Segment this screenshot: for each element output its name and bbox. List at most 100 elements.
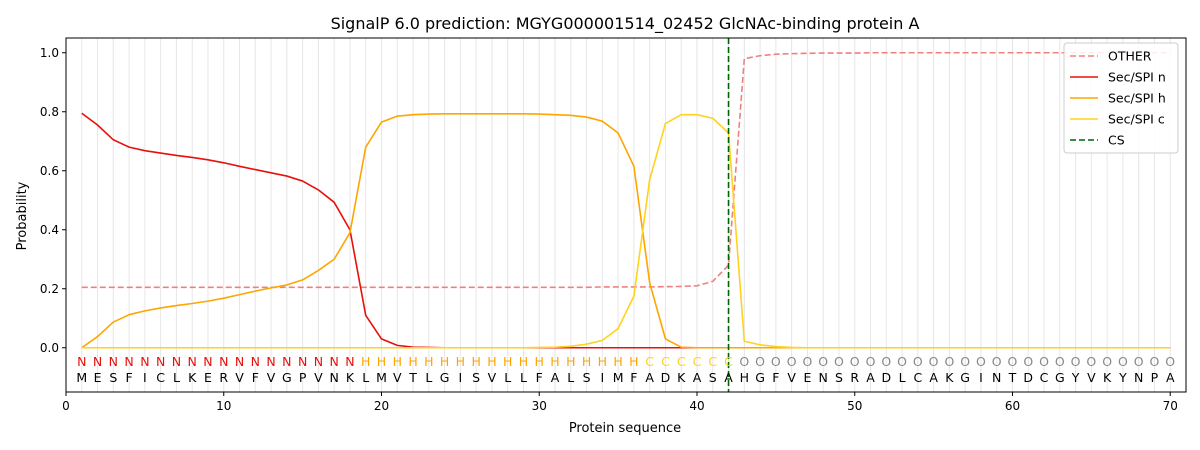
residue-label: E	[803, 370, 811, 385]
region-label: N	[345, 354, 354, 369]
region-label: H	[361, 354, 370, 369]
region-label: H	[503, 354, 512, 369]
residue-label: A	[866, 370, 875, 385]
residue-label: T	[408, 370, 417, 385]
region-label: O	[1023, 354, 1033, 369]
residue-label: G	[282, 370, 292, 385]
y-axis-label: Probability	[15, 181, 30, 250]
residue-label: N	[992, 370, 1001, 385]
residue-label: S	[835, 370, 843, 385]
x-tick-label: 40	[689, 399, 704, 413]
region-label: O	[755, 354, 765, 369]
region-label: O	[850, 354, 860, 369]
region-label: O	[944, 354, 954, 369]
residue-label: R	[850, 370, 859, 385]
residue-label: E	[94, 370, 102, 385]
y-tick-label: 0.0	[40, 341, 59, 355]
region-label: H	[471, 354, 480, 369]
residue-label: D	[661, 370, 671, 385]
residue-label: S	[709, 370, 717, 385]
region-label: H	[424, 354, 433, 369]
residue-label: K	[188, 370, 197, 385]
region-label: N	[282, 354, 291, 369]
region-label: O	[897, 354, 907, 369]
residue-label: F	[772, 370, 779, 385]
region-label: O	[1118, 354, 1128, 369]
residue-label: L	[504, 370, 511, 385]
region-label: O	[1039, 354, 1049, 369]
sequence-labels: NMNENSNFNINCNLNKNENRNVNFNVNGNPNVNNNKHLHM…	[76, 354, 1175, 385]
residue-label: C	[913, 370, 922, 385]
residue-label: N	[329, 370, 338, 385]
x-tick-label: 30	[532, 399, 547, 413]
residue-label: A	[645, 370, 654, 385]
region-label: N	[329, 354, 338, 369]
region-label: H	[550, 354, 559, 369]
region-label: N	[172, 354, 181, 369]
residue-label: S	[109, 370, 117, 385]
legend: OTHER Sec/SPI n Sec/SPI h Sec/SPI c CS	[1063, 42, 1179, 154]
region-label: O	[929, 354, 939, 369]
region-label: C	[724, 354, 733, 369]
region-label: N	[298, 354, 307, 369]
residue-label: S	[472, 370, 480, 385]
region-label: N	[156, 354, 165, 369]
legend-box	[1063, 42, 1179, 154]
residue-label: A	[724, 370, 733, 385]
region-label: N	[140, 354, 149, 369]
residue-label: V	[267, 370, 276, 385]
residue-label: L	[899, 370, 906, 385]
region-label: H	[613, 354, 622, 369]
region-label: O	[818, 354, 828, 369]
residue-label: P	[299, 370, 307, 385]
residue-label: R	[219, 370, 228, 385]
residue-label: V	[787, 370, 796, 385]
residue-label: F	[125, 370, 132, 385]
region-label: C	[645, 354, 654, 369]
region-label: O	[1134, 354, 1144, 369]
region-label: N	[203, 354, 212, 369]
residue-label: V	[1087, 370, 1096, 385]
residue-label: A	[693, 370, 702, 385]
region-label: O	[739, 354, 749, 369]
x-tick-label: 70	[1163, 399, 1178, 413]
residue-label: A	[1166, 370, 1175, 385]
residue-label: P	[1151, 370, 1159, 385]
residue-label: F	[536, 370, 543, 385]
residue-label: M	[76, 370, 87, 385]
region-label: O	[1165, 354, 1175, 369]
region-label: C	[661, 354, 670, 369]
residue-label: N	[1134, 370, 1143, 385]
residue-label: V	[235, 370, 244, 385]
residue-label: L	[173, 370, 180, 385]
region-label: H	[582, 354, 591, 369]
residue-label: K	[945, 370, 954, 385]
residue-label: A	[929, 370, 938, 385]
region-label: O	[802, 354, 812, 369]
residue-label: L	[425, 370, 432, 385]
region-label: O	[1071, 354, 1081, 369]
residue-label: E	[204, 370, 212, 385]
residue-label: G	[755, 370, 765, 385]
region-label: O	[771, 354, 781, 369]
residue-label: C	[156, 370, 165, 385]
residue-label: V	[393, 370, 402, 385]
region-label: C	[677, 354, 686, 369]
region-label: N	[109, 354, 118, 369]
residue-label: L	[362, 370, 369, 385]
legend-entry: OTHER	[1108, 49, 1152, 64]
legend-entry: Sec/SPI n	[1108, 70, 1166, 85]
region-label: O	[1102, 354, 1112, 369]
residue-label: S	[583, 370, 591, 385]
x-axis-label: Protein sequence	[569, 421, 681, 436]
region-label: N	[235, 354, 244, 369]
region-label: H	[456, 354, 465, 369]
legend-entry: CS	[1108, 133, 1125, 148]
region-label: N	[251, 354, 260, 369]
y-tick-label: 0.2	[40, 282, 59, 296]
residue-label: N	[819, 370, 828, 385]
series-line-sec-spi-c	[81, 113, 1171, 349]
region-label: H	[487, 354, 496, 369]
region-label: O	[976, 354, 986, 369]
